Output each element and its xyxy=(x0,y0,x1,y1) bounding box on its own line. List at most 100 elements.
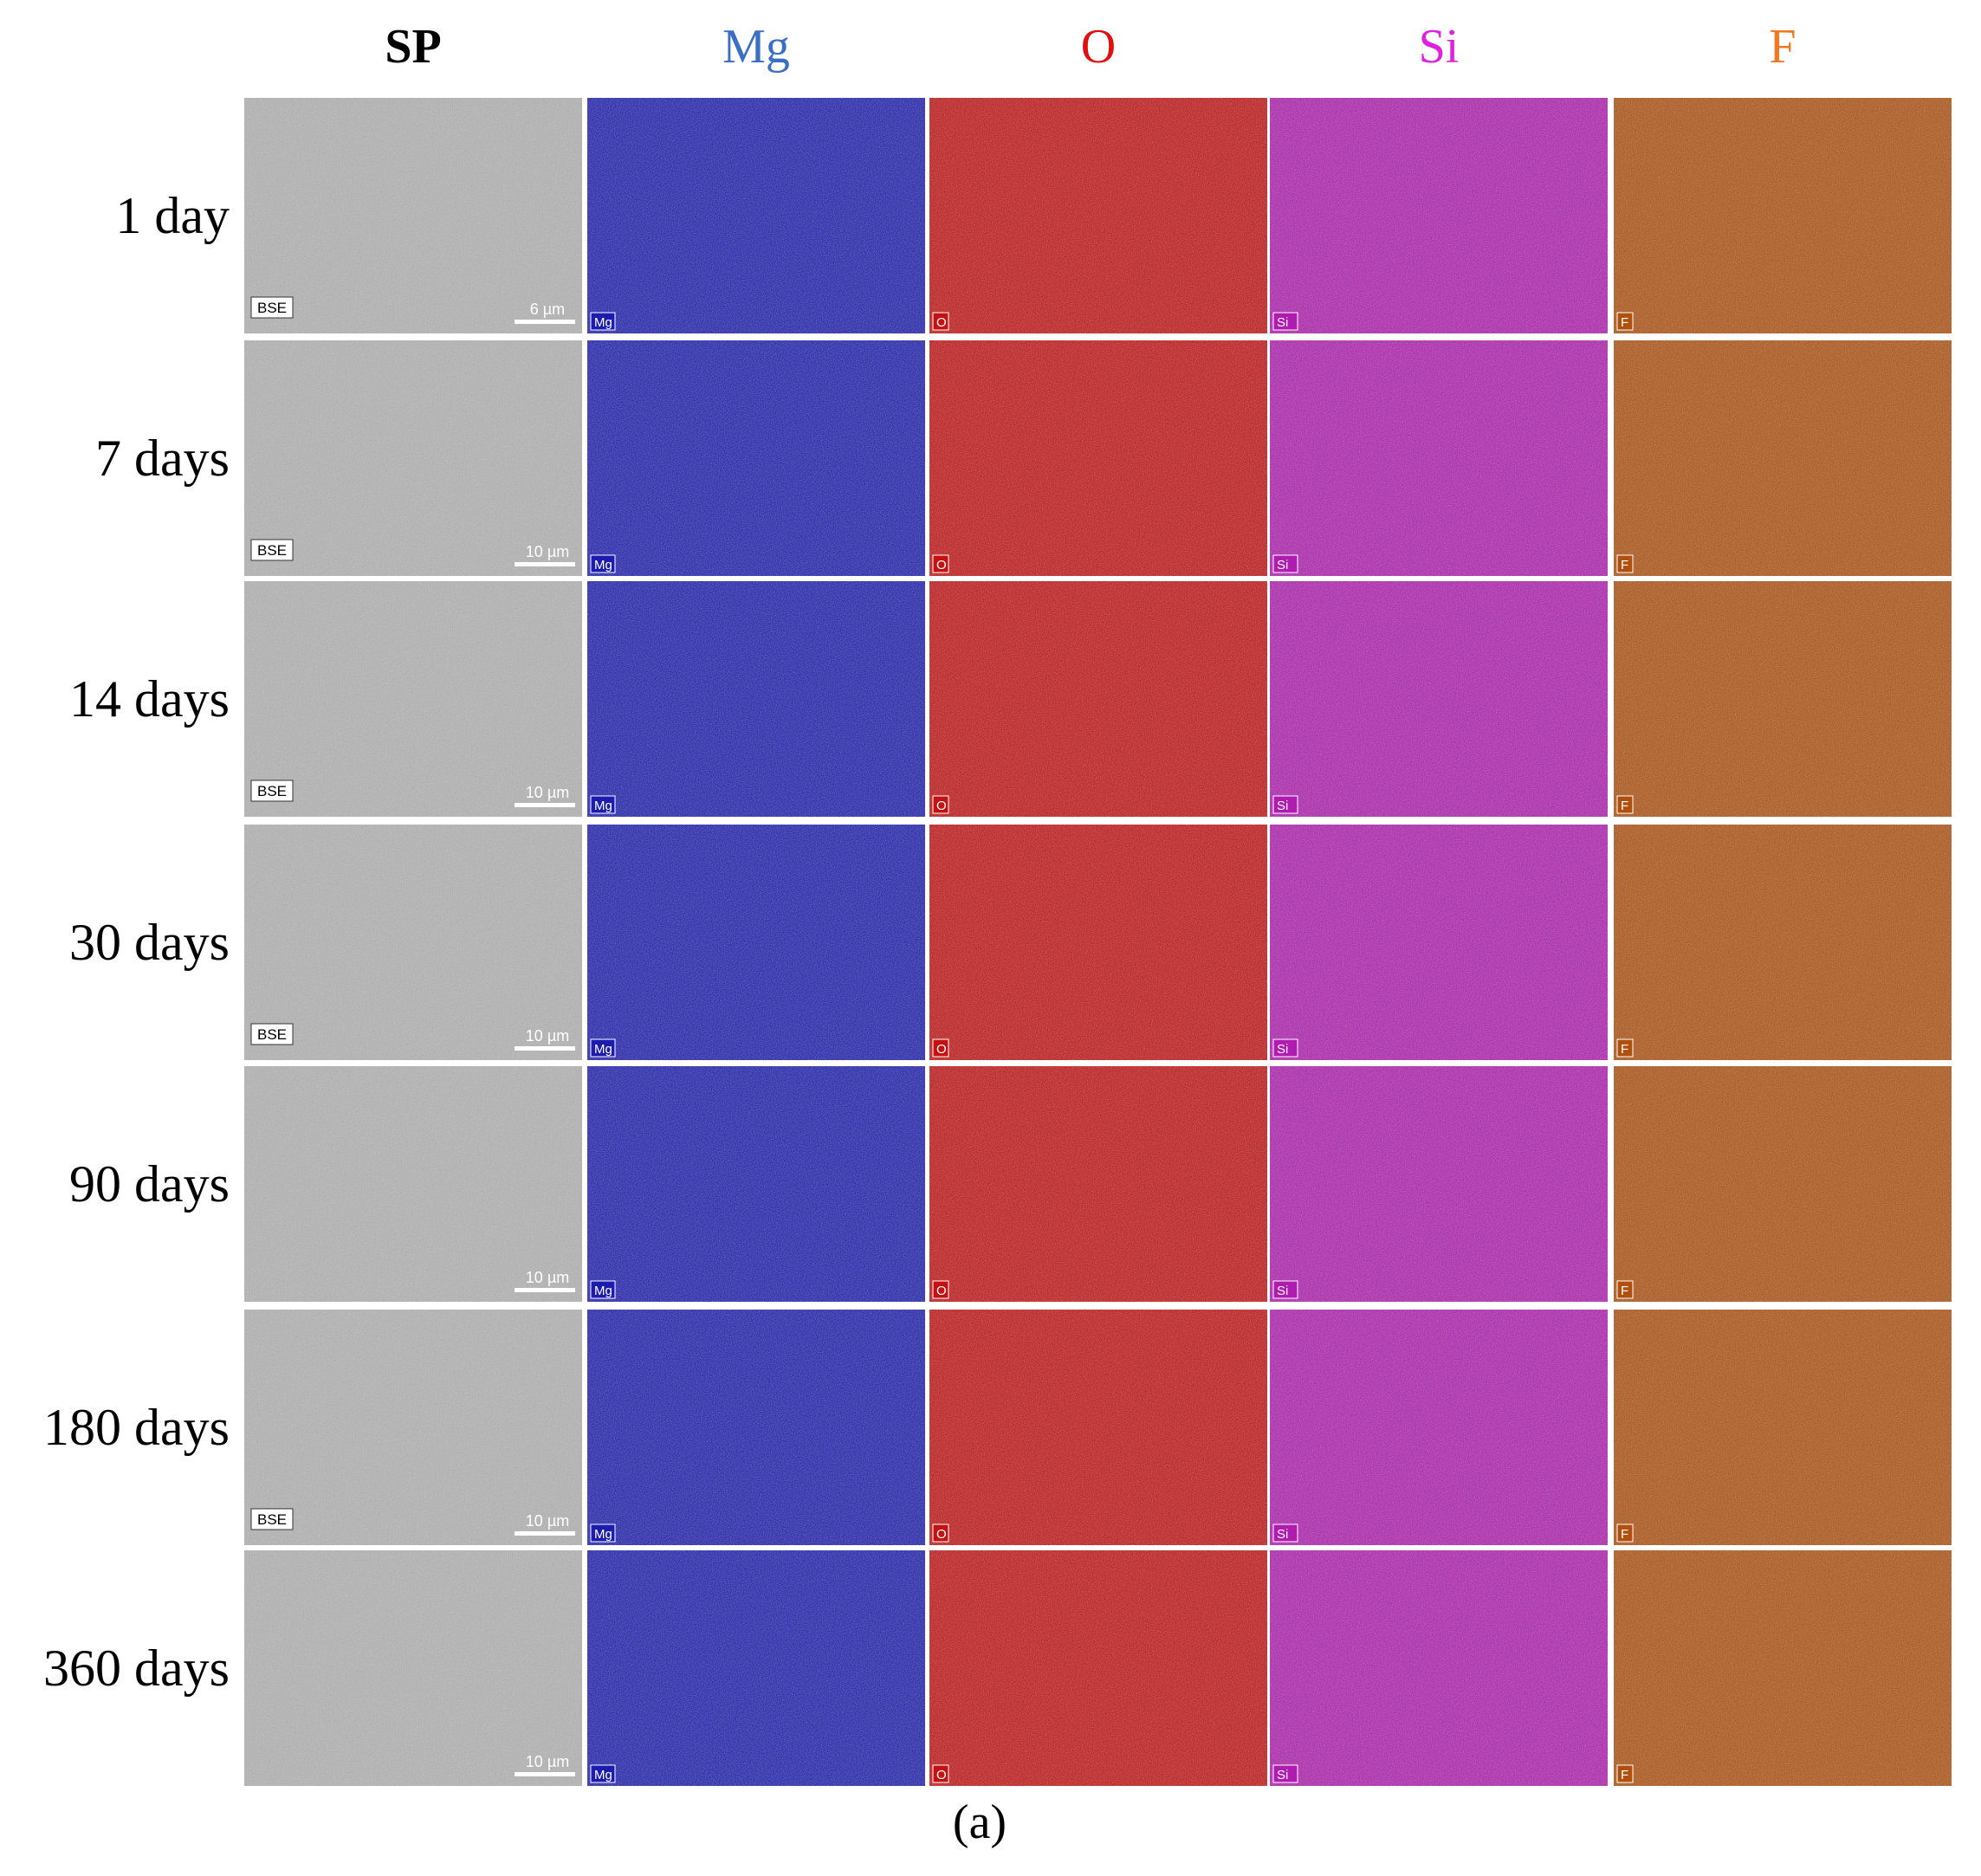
tile-texture xyxy=(587,1066,925,1302)
element-tag-box xyxy=(1616,795,1634,814)
sem-image: 10 µm xyxy=(244,1550,582,1786)
tile-texture xyxy=(587,1310,925,1545)
detector-label: BSE xyxy=(257,1511,287,1528)
element-map: Mg xyxy=(587,1310,925,1545)
element-map: F xyxy=(1614,1310,1952,1545)
element-tag: Si xyxy=(1277,315,1288,330)
element-tag-box xyxy=(932,1038,949,1058)
scale-bar xyxy=(515,1772,575,1776)
scale-bar-label: 10 µm xyxy=(526,543,569,560)
detector-label: BSE xyxy=(257,1026,287,1043)
element-map: Si xyxy=(1270,340,1608,576)
element-tag-box xyxy=(590,554,616,573)
element-map: Mg xyxy=(587,98,925,333)
element-tag: O xyxy=(936,1284,947,1298)
element-tag-box xyxy=(1272,1280,1298,1299)
column-header: Mg xyxy=(722,20,790,74)
element-tag-box xyxy=(1272,1764,1298,1783)
element-tag: O xyxy=(936,315,947,330)
element-tag: F xyxy=(1621,1042,1628,1057)
element-map: F xyxy=(1614,825,1952,1060)
row-label: 14 days xyxy=(69,670,230,728)
tile-texture xyxy=(929,825,1267,1060)
element-tag: Si xyxy=(1277,1042,1288,1057)
row-label: 360 days xyxy=(43,1640,230,1697)
sem-image: BSE 10 µm xyxy=(244,1310,582,1545)
scale-bar-label: 6 µm xyxy=(530,301,565,318)
tile-texture xyxy=(929,98,1267,333)
element-map: Si xyxy=(1270,1066,1608,1302)
column-header: Si xyxy=(1419,20,1460,74)
element-tag: Si xyxy=(1277,1284,1288,1298)
row-label: 30 days xyxy=(69,914,230,971)
sem-image: 10 µm xyxy=(244,1066,582,1302)
tile-texture xyxy=(1614,1066,1952,1302)
scale-bar xyxy=(515,320,575,324)
caption: (a) xyxy=(953,1795,1007,1849)
element-tag: O xyxy=(936,1768,947,1782)
detector-box xyxy=(250,1508,294,1530)
element-tag-box xyxy=(590,1764,616,1783)
tile-texture xyxy=(1270,1066,1608,1302)
row-label: 7 days xyxy=(95,430,230,487)
scale-bar-label: 10 µm xyxy=(526,1512,569,1530)
tile-texture xyxy=(1614,825,1952,1060)
scale-bar xyxy=(515,562,575,566)
element-tag-box xyxy=(1616,554,1634,573)
element-tag-box xyxy=(932,1523,949,1543)
tile-texture xyxy=(1270,340,1608,576)
detector-box xyxy=(250,1023,294,1045)
tile-texture xyxy=(587,1550,925,1786)
scale-bar xyxy=(515,803,575,807)
tile-texture xyxy=(1270,1310,1608,1545)
element-tag: F xyxy=(1621,1284,1628,1298)
detector-label: BSE xyxy=(257,783,287,799)
scale-bar-label: 10 µm xyxy=(526,784,569,801)
element-map: O xyxy=(929,340,1267,576)
element-map: O xyxy=(929,1550,1267,1786)
element-tag-box xyxy=(590,1523,616,1543)
element-tag-box xyxy=(1272,312,1298,331)
tile-texture xyxy=(1614,340,1952,576)
element-map: Si xyxy=(1270,581,1608,817)
element-tag-box xyxy=(1272,554,1298,573)
tile-texture xyxy=(929,340,1267,576)
element-map: Si xyxy=(1270,98,1608,333)
element-tag-box xyxy=(932,554,949,573)
tile-texture xyxy=(244,825,582,1060)
tile-texture xyxy=(587,340,925,576)
element-tag-box xyxy=(932,312,949,331)
element-tag-box xyxy=(1272,1038,1298,1058)
element-map: O xyxy=(929,1066,1267,1302)
detector-label: BSE xyxy=(257,542,287,559)
sem-image: BSE 10 µm xyxy=(244,581,582,817)
element-tag: Mg xyxy=(594,1042,612,1057)
element-tag-box xyxy=(590,312,616,331)
tile-texture xyxy=(244,1310,582,1545)
scale-bar-label: 10 µm xyxy=(526,1027,569,1045)
column-header: SP xyxy=(385,20,441,74)
tile-texture xyxy=(929,1066,1267,1302)
element-tag: Si xyxy=(1277,1527,1288,1542)
element-tag: F xyxy=(1621,1768,1628,1782)
element-tag: Mg xyxy=(594,1527,612,1542)
element-map: Mg xyxy=(587,581,925,817)
scale-bar-label: 10 µm xyxy=(526,1269,569,1286)
element-map: O xyxy=(929,825,1267,1060)
element-map: F xyxy=(1614,1066,1952,1302)
element-tag: Si xyxy=(1277,1768,1288,1782)
element-tag-box xyxy=(932,795,949,814)
tile-texture xyxy=(244,98,582,333)
tile-texture xyxy=(929,581,1267,817)
column-header: O xyxy=(1081,20,1116,74)
scale-bar-label: 10 µm xyxy=(526,1753,569,1770)
scale-bar xyxy=(515,1046,575,1051)
sem-image: BSE 10 µm xyxy=(244,825,582,1060)
element-tag: O xyxy=(936,799,947,813)
tile-texture xyxy=(1270,825,1608,1060)
tile-texture xyxy=(929,1550,1267,1786)
tile-texture xyxy=(1614,98,1952,333)
element-tag-box xyxy=(1272,795,1298,814)
element-tag-box xyxy=(1616,1523,1634,1543)
element-tag: O xyxy=(936,1527,947,1542)
